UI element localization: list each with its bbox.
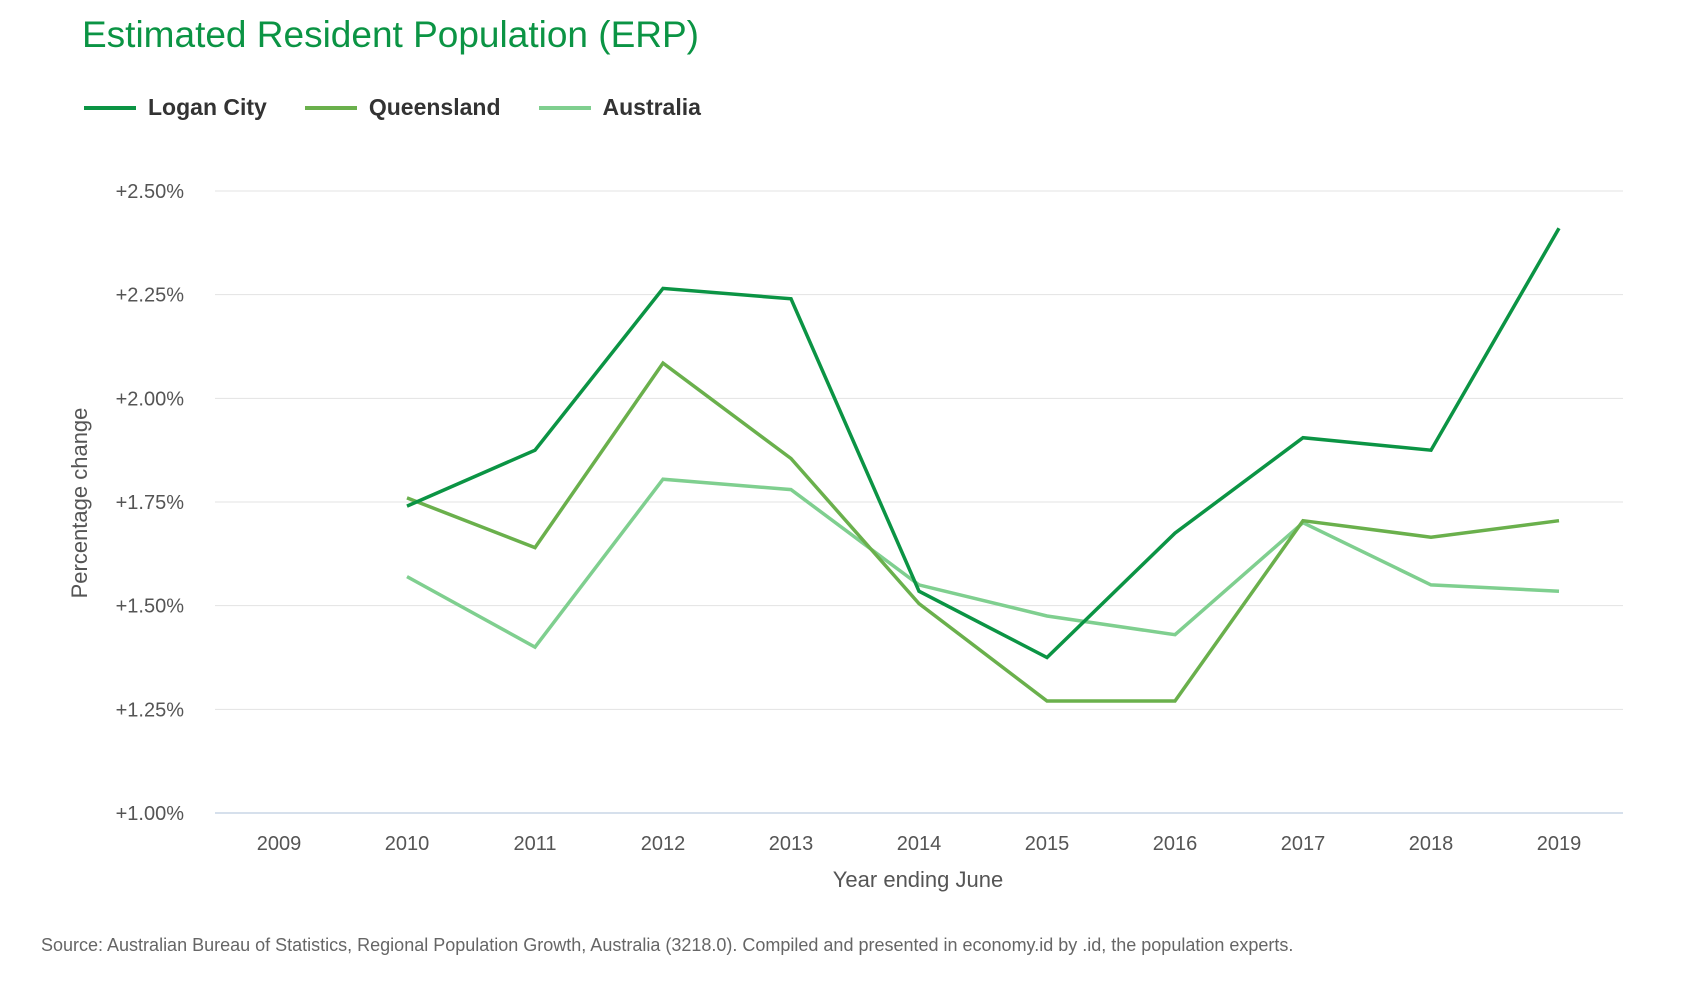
legend-item-logan-city[interactable]: Logan City: [84, 94, 267, 121]
legend-label-queensland: Queensland: [368, 94, 501, 120]
x-tick-label: 2018: [1409, 833, 1454, 855]
legend: Logan City Queensland Australia: [84, 94, 739, 121]
x-tick-label: 2011: [513, 833, 556, 855]
y-tick-label: +1.50%: [116, 596, 185, 618]
legend-label-australia: Australia: [602, 94, 701, 120]
x-tick-label: 2013: [769, 833, 814, 855]
x-tick-label: 2015: [1025, 833, 1070, 855]
x-tick-label: 2014: [897, 833, 942, 855]
x-axis-ticks: 2009 2010 2011 2012 2013 2014 2015 2016 2017 2018…: [257, 833, 1582, 855]
legend-swatch-queensland: [304, 105, 357, 110]
x-tick-label: 2016: [1153, 833, 1198, 855]
y-tick-label: +1.25%: [116, 699, 185, 721]
y-axis-title: Percentage change: [67, 408, 92, 599]
series-line-logan-city[interactable]: [406, 227, 1561, 660]
x-tick-label: 2010: [385, 833, 430, 855]
y-tick-label: +2.50%: [116, 181, 185, 203]
y-tick-label: +2.00%: [116, 388, 185, 410]
y-tick-label: +1.75%: [116, 492, 185, 514]
x-tick-label: 2009: [257, 833, 302, 855]
y-tick-label: +2.25%: [116, 285, 185, 307]
x-tick-label: 2017: [1281, 833, 1326, 855]
x-tick-label: 2019: [1537, 833, 1582, 855]
y-tick-label: +1.00%: [116, 803, 185, 825]
legend-label-logan-city: Logan City: [148, 94, 267, 120]
series-lines: [406, 227, 1561, 703]
legend-swatch-logan-city: [84, 105, 136, 110]
series-line-queensland[interactable]: [406, 360, 1560, 703]
y-axis-ticks: +1.00% +1.25% +1.50% +1.75% +2.00% +2.25% +2.5…: [116, 181, 185, 825]
legend-item-australia[interactable]: Australia: [538, 94, 701, 121]
chart-title: Estimated Resident Population (ERP): [82, 14, 699, 55]
series-line-australia[interactable]: [406, 477, 1560, 650]
x-tick-label: 2012: [641, 833, 686, 855]
gridlines: [215, 190, 1623, 814]
source-note: Source: Australian Bureau of Statistics,…: [41, 935, 1294, 955]
legend-item-queensland[interactable]: Queensland: [304, 94, 501, 121]
legend-swatch-australia: [538, 105, 591, 110]
x-axis-title: Year ending June: [833, 867, 1003, 892]
